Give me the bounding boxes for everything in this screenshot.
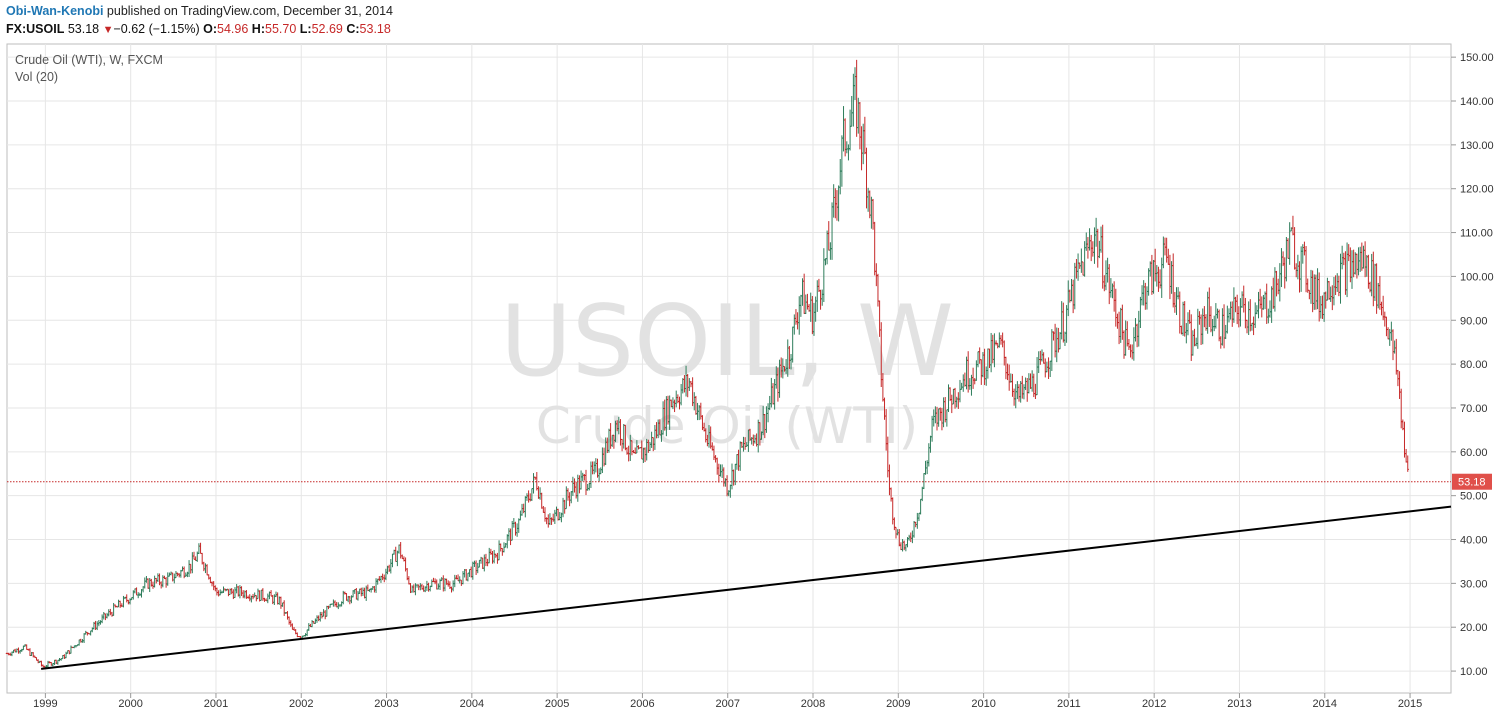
x-tick-label: 2015 <box>1398 698 1422 710</box>
author-link[interactable]: Obi-Wan-Kenobi <box>6 4 104 18</box>
last-price-badge <box>1452 473 1492 490</box>
y-tick-label: 10.00 <box>1460 666 1488 678</box>
x-tick-label: 2008 <box>801 698 825 710</box>
last-price: 53.18 <box>67 22 100 36</box>
y-tick-label: 110.00 <box>1460 228 1493 240</box>
support-trendline <box>41 505 1452 670</box>
y-tick-label: 20.00 <box>1460 622 1488 634</box>
low-value: 52.69 <box>311 22 343 36</box>
trendline-layer <box>41 505 1452 670</box>
watermark-name: Crude Oil (WTI) <box>536 397 918 455</box>
plot-frame <box>6 43 1452 694</box>
y-tick-label: 40.00 <box>1460 535 1488 547</box>
last-price-badge-label: 53.18 <box>1458 477 1486 489</box>
x-tick-label: 2010 <box>971 698 995 710</box>
high-label: H: <box>251 22 265 36</box>
y-tick-label: 30.00 <box>1460 578 1488 590</box>
x-tick-label: 2003 <box>374 698 398 710</box>
watermark-symbol: USOIL, W <box>500 285 954 399</box>
y-tick-label: 130.00 <box>1460 140 1494 152</box>
y-tick-label: 70.00 <box>1460 403 1488 415</box>
y-tick-label: 100.00 <box>1460 271 1494 283</box>
y-tick-label: 50.00 <box>1460 491 1488 503</box>
x-tick-label: 2005 <box>545 698 569 710</box>
price-bars <box>5 59 1409 669</box>
close-label: C: <box>346 22 360 36</box>
x-tick-label: 2000 <box>118 698 142 710</box>
x-tick-label: 2001 <box>204 698 228 710</box>
publish-header: Obi-Wan-Kenobi published on TradingView.… <box>6 3 393 20</box>
price-change: −0.62 (−1.15%) <box>113 22 200 36</box>
x-tick-label: 2014 <box>1313 698 1337 710</box>
x-tick-label: 2004 <box>460 698 484 710</box>
publish-text: published on TradingView.com, December 3… <box>103 4 393 18</box>
x-axis: 1999 2000 2001 2002 2003 2004 2005 2006 2007 2008… <box>33 693 1422 710</box>
symbol: FX:USOIL <box>6 22 65 36</box>
low-label: L: <box>299 22 312 36</box>
x-tick-label: 2011 <box>1057 698 1081 710</box>
y-tick-label: 60.00 <box>1460 447 1488 459</box>
y-tick-label: 120.00 <box>1460 184 1494 196</box>
down-triangle-icon: ▼ <box>102 24 114 36</box>
y-tick-label: 150.00 <box>1460 52 1494 64</box>
x-tick-label: 2006 <box>630 698 654 710</box>
x-tick-label: 2002 <box>289 698 313 710</box>
y-tick-label: 140.00 <box>1460 96 1494 108</box>
open-label: O: <box>203 22 218 36</box>
volume-legend[interactable]: Vol (20) <box>15 70 59 84</box>
x-tick-label: 2013 <box>1227 698 1251 710</box>
close-value: 53.18 <box>359 22 391 36</box>
chart-grid <box>6 43 1452 694</box>
x-tick-label: 1999 <box>33 698 57 710</box>
last-price-layer: 53.18 <box>7 473 1492 490</box>
y-tick-label: 80.00 <box>1460 359 1488 371</box>
x-tick-label: 2009 <box>886 698 910 710</box>
y-tick-label: 90.00 <box>1460 315 1488 327</box>
series-legend[interactable]: Crude Oil (WTI), W, FXCM <box>15 53 163 67</box>
quote-line: FX:USOIL 53.18 ▼−0.62 (−1.15%) O:54.96 H… <box>6 21 391 39</box>
x-tick-label: 2012 <box>1142 698 1166 710</box>
y-axis: 10.00 20.00 30.00 40.00 50.00 60.00 70.00 80.00… <box>1451 52 1494 678</box>
high-value: 55.70 <box>265 22 297 36</box>
open-value: 54.96 <box>217 22 249 36</box>
x-tick-label: 2007 <box>715 698 739 710</box>
